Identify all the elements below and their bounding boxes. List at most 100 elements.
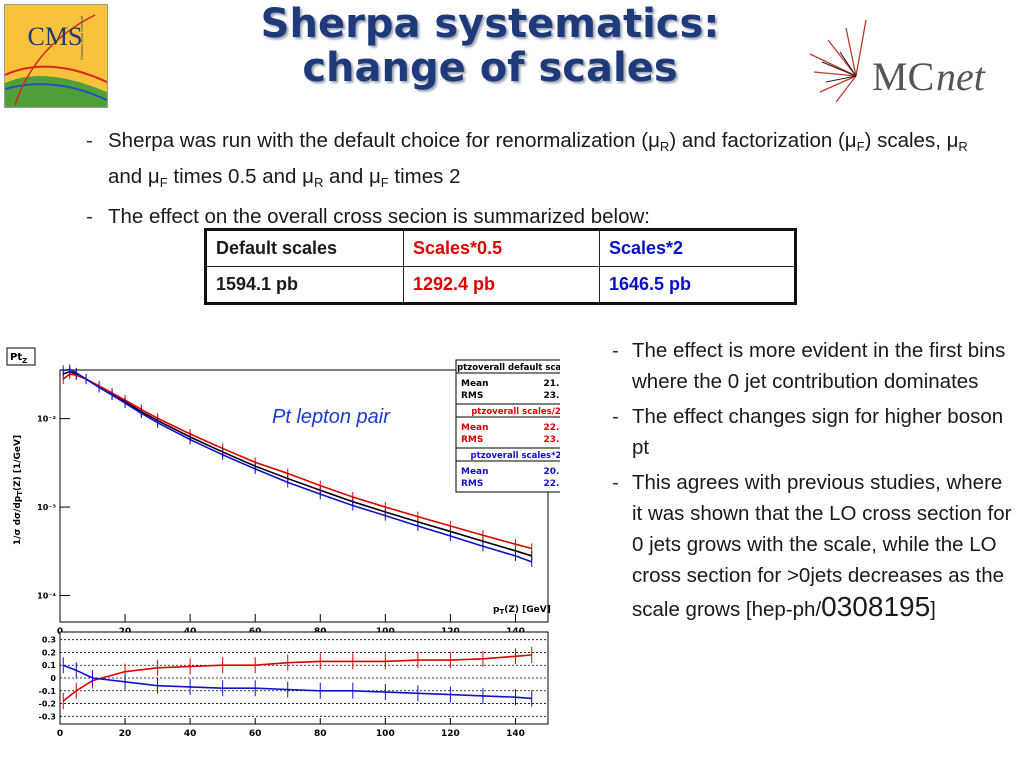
bullet-dash: -: [612, 471, 619, 494]
conclusion-bullet-2: - The effect changes sign for higher bos…: [612, 401, 1012, 463]
cms-logo: CMS Compact Muon Solenoid: [4, 4, 108, 108]
mu-symbol: μ: [844, 129, 857, 152]
bullet-text: The effect is more evident in the first …: [632, 339, 1006, 393]
ratio-plot-series: [62, 647, 533, 709]
ratio-y-tick-label: -0.1: [39, 687, 57, 696]
bullet-dash: -: [86, 205, 93, 228]
conclusion-bullet-list: - The effect is more evident in the firs…: [612, 335, 1012, 629]
stats-rms-value: 23.75: [544, 435, 560, 445]
ratio-axis-ticks: 0.30.20.10-0.1-0.2-0.30 20 40 60 80 100 120 140: [39, 636, 525, 739]
title-line-1: Sherpa systematics:: [260, 1, 720, 47]
ratio-y-tick-label: 0: [50, 674, 56, 683]
stats-mean-label: Mean: [461, 379, 489, 389]
ratio-x-tick-label: 80: [314, 729, 327, 739]
intro-bullet-1: - Sherpa was run with the default choice…: [86, 126, 1006, 198]
slide-title: Sherpa systematics: change of scales: [150, 2, 830, 90]
ratio-y-tick-label: 0.2: [42, 648, 56, 657]
conclusion-bullet-1: - The effect is more evident in the firs…: [612, 335, 1012, 397]
stats-rms-label: RMS: [461, 435, 483, 445]
ratio-x-tick-label: 60: [249, 729, 262, 739]
title-line-2: change of scales: [302, 45, 678, 91]
mu-symbol: μ: [147, 165, 160, 188]
value-scales-half: 1292.4 pb: [403, 266, 600, 304]
ratio-gridlines: [60, 639, 548, 717]
y-axis-label: 1/σ dσ/dpT(Z) [1/GeV]: [13, 435, 24, 545]
bullet-dash: -: [86, 129, 93, 152]
stats-mean-label: Mean: [461, 423, 489, 433]
cms-logo-text: CMS: [28, 22, 83, 51]
ratio-x-tick-label: 20: [119, 729, 132, 739]
stats-box-scales-double: ptzoverall scales*2 Mean 20.18 RMS 22.67: [455, 447, 560, 493]
bullet-text: ) scales,: [864, 129, 947, 152]
subscript: F: [856, 139, 865, 154]
bullet-text: and: [323, 165, 369, 188]
bullet-text: and: [108, 165, 148, 188]
x-axis-label: pT(Z) [GeV]: [493, 605, 551, 616]
bullet-text: Sherpa was run with the default choice f…: [108, 129, 649, 152]
ratio-x-tick-label: 100: [376, 729, 395, 739]
ratio-y-tick-label: -0.2: [39, 700, 57, 709]
mu-symbol: μ: [302, 165, 314, 188]
stats-rms-value: 22.67: [544, 479, 560, 489]
subscript: R: [313, 175, 324, 190]
stats-title-half: ptzoverall scales/2: [471, 407, 560, 417]
stats-mean-label: Mean: [461, 467, 489, 477]
stats-rms-label: RMS: [461, 391, 483, 401]
bullet-text: The effect on the overall cross secion i…: [108, 205, 650, 228]
stats-box-default: ptzoverall default scales Mean 21.36 RMS…: [455, 359, 560, 405]
bullet-text: times 2: [388, 165, 461, 188]
cross-section-table: Default scales Scales*0.5 Scales*2 1594.…: [204, 228, 797, 305]
header-default-scales: Default scales: [205, 229, 404, 267]
ratio-x-tick-label: 140: [506, 729, 525, 739]
bullet-text-end: ]: [930, 598, 936, 621]
value-scales-double: 1646.5 pb: [599, 266, 796, 304]
reference-number: 0308195: [821, 591, 931, 622]
stats-title-double: ptzoverall scales*2: [471, 451, 560, 461]
stats-mean-value: 20.18: [544, 467, 560, 477]
bullet-text: ) and factorization (: [669, 129, 845, 152]
plot-annotation: Pt lepton pair: [272, 406, 391, 428]
bullet-text: times 0.5 and: [167, 165, 303, 188]
hist-label: PtZ: [10, 352, 27, 365]
ratio-x-tick-label: 120: [441, 729, 460, 739]
mcnet-logo: MC net: [806, 6, 1012, 104]
mu-symbol: μ: [368, 165, 381, 188]
table-header-row: Default scales Scales*0.5 Scales*2: [205, 229, 796, 267]
bullet-text: The effect changes sign for higher boson…: [632, 405, 1004, 459]
y-tick-label: 10⁻²: [37, 415, 56, 424]
y-tick-label: 10⁻⁴: [37, 591, 56, 600]
intro-bullet-list: - Sherpa was run with the default choice…: [86, 126, 1006, 236]
cms-logo-subtext: Compact Muon Solenoid: [79, 16, 84, 60]
ratio-y-tick-label: 0.3: [42, 636, 56, 645]
intro-bullet-2: - The effect on the overall cross secion…: [86, 202, 1006, 232]
ratio-y-tick-label: 0.1: [42, 661, 57, 670]
table-value-row: 1594.1 pb 1292.4 pb 1646.5 pb: [205, 266, 796, 304]
mu-symbol: μ: [648, 129, 660, 152]
value-default-scales: 1594.1 pb: [205, 266, 404, 304]
conclusion-bullet-3: - This agrees with previous studies, whe…: [612, 467, 1012, 625]
stats-mean-value: 21.36: [544, 379, 560, 389]
bullet-dash: -: [612, 339, 619, 362]
subscript: R: [958, 139, 968, 154]
header-scales-double: Scales*2: [599, 229, 796, 267]
y-tick-label: 10⁻³: [37, 503, 56, 512]
subscript: R: [659, 139, 670, 154]
subscript: F: [380, 175, 389, 190]
ratio-x-tick-label: 0: [57, 729, 63, 739]
stats-mean-value: 22.82: [544, 423, 560, 433]
mu-symbol: μ: [946, 129, 959, 152]
subscript: F: [159, 175, 168, 190]
stats-title-default: ptzoverall default scales: [457, 363, 560, 373]
bullet-dash: -: [612, 405, 619, 428]
header-scales-half: Scales*0.5: [403, 229, 600, 267]
stats-rms-value: 23.12: [544, 391, 560, 401]
mcnet-logo-mc: MC: [872, 54, 934, 99]
mcnet-logo-net: net: [936, 54, 986, 99]
main-plot-series: [62, 364, 533, 567]
ratio-x-tick-label: 40: [184, 729, 197, 739]
bullet-text: This agrees with previous studies, where…: [632, 471, 1012, 621]
ratio-y-tick-label: -0.3: [39, 712, 57, 721]
stats-box-scales-half: ptzoverall scales/2 Mean 22.82 RMS 23.75: [455, 403, 560, 449]
pt-distribution-plot: PtZ 0 20 40 60 80 100 120 140 10⁻² 10⁻³ 10⁻⁴ 1/σ d…: [0, 340, 560, 768]
stats-rms-label: RMS: [461, 479, 483, 489]
